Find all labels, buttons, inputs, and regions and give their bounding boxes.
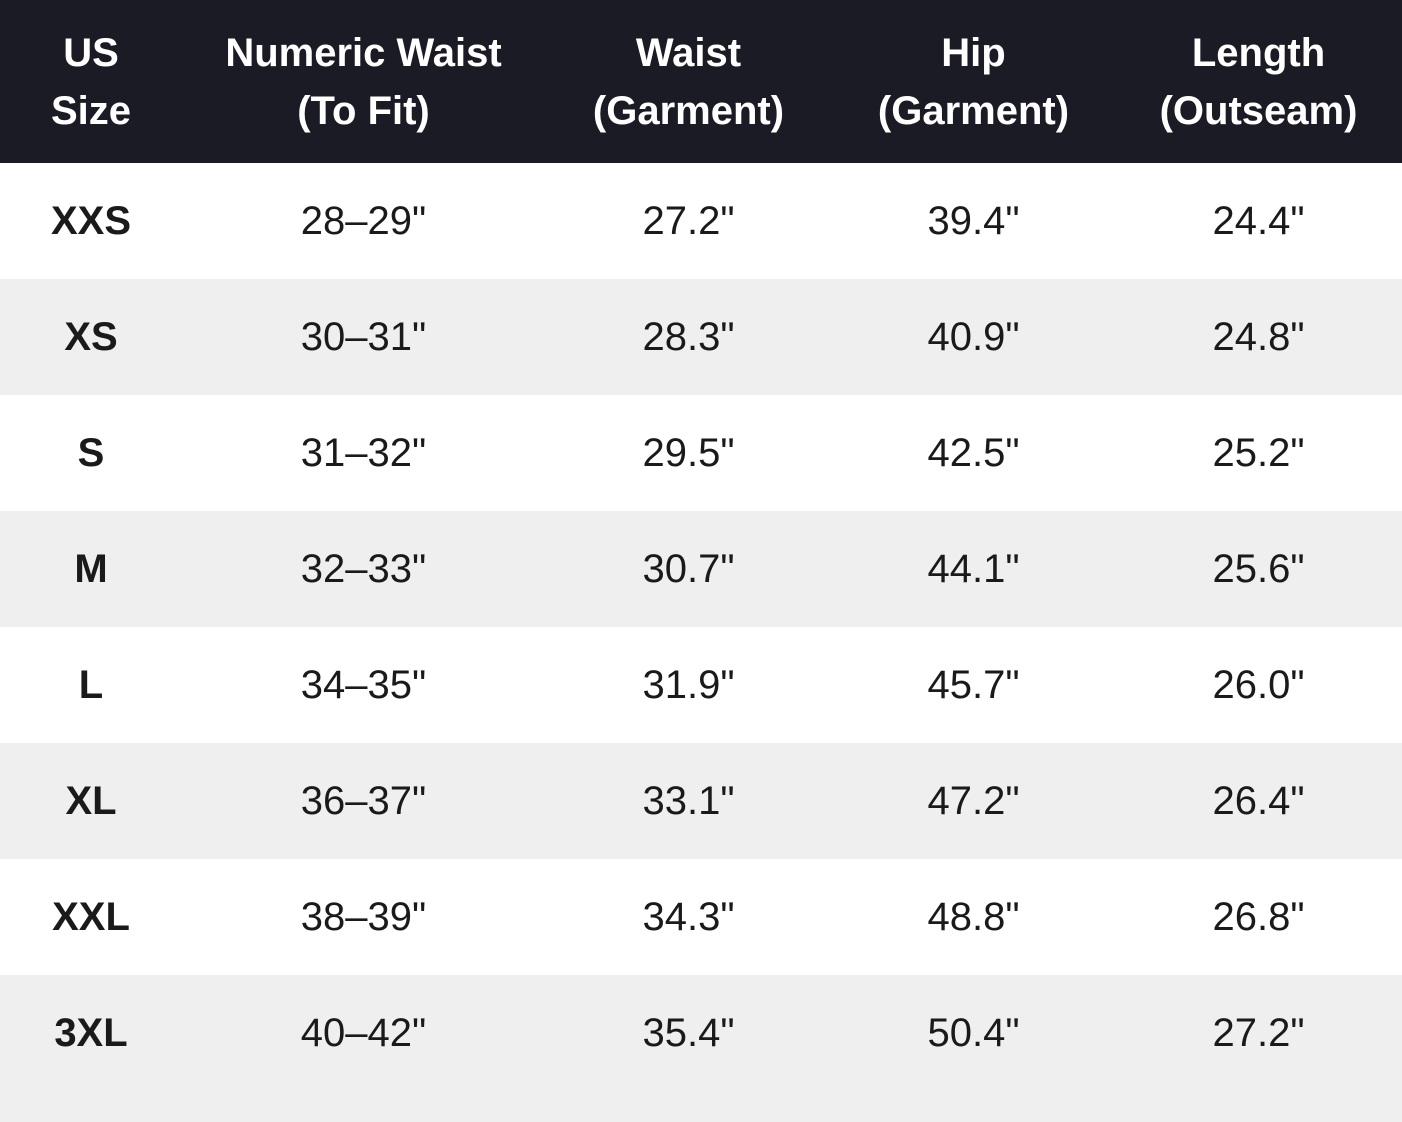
measure-cell: 47.2"	[832, 743, 1115, 859]
measure-cell: 27.2"	[545, 163, 832, 279]
measure-cell: 24.8"	[1115, 279, 1402, 395]
measure-cell: 29.5"	[545, 395, 832, 511]
table-row: M 32–33" 30.7" 44.1" 25.6"	[0, 511, 1402, 627]
measure-cell: 34–35"	[182, 627, 545, 743]
measure-cell: 48.8"	[832, 859, 1115, 975]
header-line: (To Fit)	[297, 88, 430, 133]
header-cell: Waist (Garment)	[545, 0, 832, 163]
header-cell: Hip (Garment)	[832, 0, 1115, 163]
measure-cell: 42.5"	[832, 395, 1115, 511]
table-row: S 31–32" 29.5" 42.5" 25.2"	[0, 395, 1402, 511]
header-line: US	[63, 30, 119, 75]
table-row: L 34–35" 31.9" 45.7" 26.0"	[0, 627, 1402, 743]
measure-cell: 40.9"	[832, 279, 1115, 395]
header-line: (Garment)	[877, 88, 1070, 133]
measure-cell: 26.4"	[1115, 743, 1402, 859]
size-table: US Size Numeric Waist (To Fit) Waist (Garment…	[0, 0, 1402, 1091]
size-cell: M	[0, 511, 182, 627]
size-cell: XL	[0, 743, 182, 859]
measure-cell: 36–37"	[182, 743, 545, 859]
table-row: 3XL 40–42" 35.4" 50.4" 27.2"	[0, 975, 1402, 1091]
measure-cell: 30–31"	[182, 279, 545, 395]
header-line: Hip	[941, 30, 1006, 75]
measure-cell: 25.6"	[1115, 511, 1402, 627]
measure-cell: 26.0"	[1115, 627, 1402, 743]
size-cell: XXS	[0, 163, 182, 279]
measure-cell: 28–29"	[182, 163, 545, 279]
table-row: XS 30–31" 28.3" 40.9" 24.8"	[0, 279, 1402, 395]
measure-cell: 38–39"	[182, 859, 545, 975]
header-cell: US Size	[0, 0, 182, 163]
measure-cell: 27.2"	[1115, 975, 1402, 1091]
measure-cell: 50.4"	[832, 975, 1115, 1091]
measure-cell: 45.7"	[832, 627, 1115, 743]
measure-cell: 33.1"	[545, 743, 832, 859]
table-body: XXS 28–29" 27.2" 39.4" 24.4" XS 30–31" 28.3" 40.…	[0, 163, 1402, 1091]
measure-cell: 28.3"	[545, 279, 832, 395]
size-cell: XS	[0, 279, 182, 395]
header-line: Waist	[635, 30, 742, 75]
table-row: XXL 38–39" 34.3" 48.8" 26.8"	[0, 859, 1402, 975]
header-line: Size	[50, 88, 132, 133]
measure-cell: 31–32"	[182, 395, 545, 511]
measure-cell: 44.1"	[832, 511, 1115, 627]
size-cell: 3XL	[0, 975, 182, 1091]
header-line: (Garment)	[592, 88, 785, 133]
header-cell: Length (Outseam)	[1115, 0, 1402, 163]
measure-cell: 30.7"	[545, 511, 832, 627]
measure-cell: 39.4"	[832, 163, 1115, 279]
measure-cell: 25.2"	[1115, 395, 1402, 511]
header-row: US Size Numeric Waist (To Fit) Waist (Garment…	[0, 0, 1402, 163]
measure-cell: 40–42"	[182, 975, 545, 1091]
size-cell: S	[0, 395, 182, 511]
measure-cell: 26.8"	[1115, 859, 1402, 975]
measure-cell: 31.9"	[545, 627, 832, 743]
table-header: US Size Numeric Waist (To Fit) Waist (Garment…	[0, 0, 1402, 163]
size-cell: XXL	[0, 859, 182, 975]
header-line: Length	[1191, 30, 1326, 75]
header-line: Numeric Waist	[225, 30, 502, 75]
header-line: (Outseam)	[1159, 88, 1358, 133]
size-cell: L	[0, 627, 182, 743]
table-row: XXS 28–29" 27.2" 39.4" 24.4"	[0, 163, 1402, 279]
header-cell: Numeric Waist (To Fit)	[182, 0, 545, 163]
table-row: XL 36–37" 33.1" 47.2" 26.4"	[0, 743, 1402, 859]
measure-cell: 32–33"	[182, 511, 545, 627]
measure-cell: 35.4"	[545, 975, 832, 1091]
measure-cell: 34.3"	[545, 859, 832, 975]
measure-cell: 24.4"	[1115, 163, 1402, 279]
